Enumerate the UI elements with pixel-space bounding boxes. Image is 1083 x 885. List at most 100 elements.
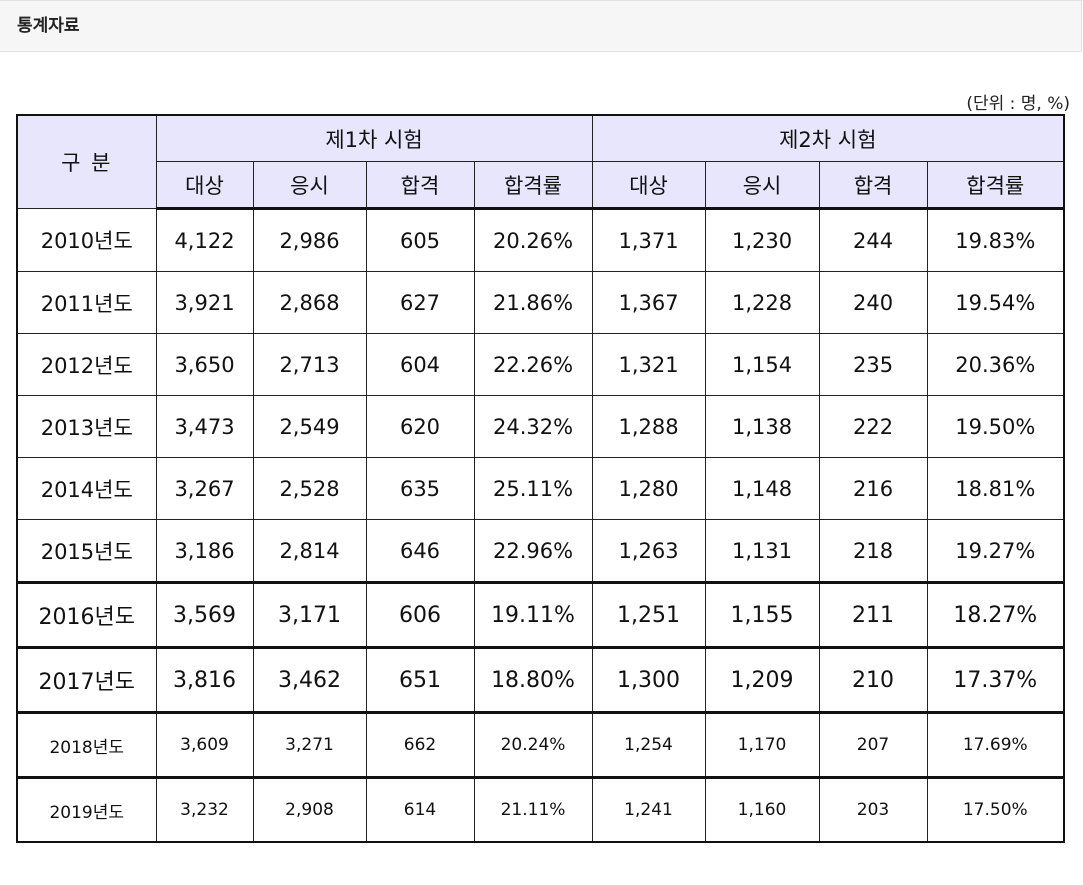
row-label-year: 2018년도 — [16, 711, 157, 778]
table-cell: 2,528 — [252, 457, 367, 520]
table-cell: 2,868 — [252, 271, 367, 334]
table-cell: 2,908 — [252, 776, 367, 843]
table-cell: 1,160 — [704, 776, 820, 843]
table-cell: 2,814 — [252, 519, 367, 583]
column-header: 합격률 — [926, 161, 1065, 210]
table-cell: 3,569 — [155, 581, 254, 648]
statistics-table: 구 분 제1차 시험 제2차 시험 대상 응시 합격 합격률 대상 응시 합격 … — [16, 114, 1066, 843]
table-row: 2018년도 3,609 3,271 662 20.24% 1,254 1,170 207 17… — [16, 711, 1065, 778]
table-row: 2010년도 4,122 2,986 605 20.26% 1,371 1,230 244 19… — [16, 208, 1065, 272]
table-cell: 2,549 — [252, 395, 367, 458]
table-cell: 18.80% — [473, 646, 593, 713]
table-cell: 2,713 — [252, 333, 367, 396]
table-cell: 1,154 — [704, 333, 820, 396]
table-cell: 2,986 — [252, 208, 367, 272]
table-cell: 662 — [365, 711, 475, 778]
table-cell: 17.50% — [926, 776, 1065, 843]
table-cell: 620 — [365, 395, 475, 458]
table-cell: 1,280 — [591, 457, 706, 520]
column-header: 합격 — [818, 161, 928, 210]
table-cell: 203 — [818, 776, 928, 843]
table-cell: 222 — [818, 395, 928, 458]
table-cell: 18.27% — [926, 581, 1065, 648]
table-cell: 1,170 — [704, 711, 820, 778]
table-cell: 22.96% — [473, 519, 593, 583]
table-cell: 1,230 — [704, 208, 820, 272]
table-cell: 19.83% — [926, 208, 1065, 272]
header-bar: 통계자료 — [0, 0, 1082, 52]
table-cell: 1,251 — [591, 581, 706, 648]
column-header: 대상 — [155, 161, 254, 210]
table-cell: 1,254 — [591, 711, 706, 778]
row-label-year: 2012년도 — [16, 333, 157, 396]
table-cell: 1,155 — [704, 581, 820, 648]
table-cell: 24.32% — [473, 395, 593, 458]
table-cell: 18.81% — [926, 457, 1065, 520]
table-cell: 3,186 — [155, 519, 254, 583]
group-header-first-exam: 제1차 시험 — [155, 114, 593, 162]
table-cell: 3,462 — [252, 646, 367, 713]
table-cell: 19.11% — [473, 581, 593, 648]
corner-header: 구 분 — [16, 114, 157, 209]
row-label-year: 2013년도 — [16, 395, 157, 458]
table-cell: 244 — [818, 208, 928, 272]
unit-note: (단위 : 명, %) — [966, 94, 1070, 114]
table-row: 2015년도 3,186 2,814 646 22.96% 1,263 1,131 218 19… — [16, 519, 1065, 583]
column-header: 응시 — [704, 161, 820, 210]
table-cell: 17.69% — [926, 711, 1065, 778]
table-cell: 1,288 — [591, 395, 706, 458]
table-cell: 3,609 — [155, 711, 254, 778]
table-cell: 1,263 — [591, 519, 706, 583]
table-cell: 606 — [365, 581, 475, 648]
group-header-second-exam: 제2차 시험 — [591, 114, 1065, 162]
table-cell: 3,473 — [155, 395, 254, 458]
row-label-year: 2019년도 — [16, 776, 157, 843]
table-row: 2012년도 3,650 2,713 604 22.26% 1,321 1,154 235 20… — [16, 333, 1065, 396]
table-row: 2011년도 3,921 2,868 627 21.86% 1,367 1,228 240 19… — [16, 271, 1065, 334]
table-body: 2010년도 4,122 2,986 605 20.26% 1,371 1,230 244 19… — [16, 208, 1065, 843]
table-row: 2013년도 3,473 2,549 620 24.32% 1,288 1,138 222 19… — [16, 395, 1065, 458]
row-label-year: 2015년도 — [16, 519, 157, 583]
table-cell: 211 — [818, 581, 928, 648]
table-cell: 3,921 — [155, 271, 254, 334]
table-cell: 3,271 — [252, 711, 367, 778]
table-cell: 19.54% — [926, 271, 1065, 334]
column-header: 합격 — [365, 161, 475, 210]
table-cell: 1,300 — [591, 646, 706, 713]
table-cell: 3,171 — [252, 581, 367, 648]
table-row: 2016년도 3,569 3,171 606 19.11% 1,251 1,155 211 18… — [16, 581, 1065, 648]
table-cell: 4,122 — [155, 208, 254, 272]
table-row: 2017년도 3,816 3,462 651 18.80% 1,300 1,209 210 17… — [16, 646, 1065, 713]
row-label-year: 2010년도 — [16, 208, 157, 272]
table-cell: 651 — [365, 646, 475, 713]
table-cell: 646 — [365, 519, 475, 583]
table-cell: 216 — [818, 457, 928, 520]
table-row: 2019년도 3,232 2,908 614 21.11% 1,241 1,160 203 17… — [16, 776, 1065, 843]
table-cell: 19.50% — [926, 395, 1065, 458]
table-cell: 1,131 — [704, 519, 820, 583]
table-cell: 1,241 — [591, 776, 706, 843]
table-cell: 1,371 — [591, 208, 706, 272]
table-cell: 3,232 — [155, 776, 254, 843]
row-label-year: 2014년도 — [16, 457, 157, 520]
table-cell: 3,650 — [155, 333, 254, 396]
row-label-year: 2016년도 — [16, 581, 157, 648]
table-cell: 1,321 — [591, 333, 706, 396]
table-cell: 22.26% — [473, 333, 593, 396]
table-cell: 614 — [365, 776, 475, 843]
table-row: 2014년도 3,267 2,528 635 25.11% 1,280 1,148 216 18… — [16, 457, 1065, 520]
table-cell: 240 — [818, 271, 928, 334]
column-header: 합격률 — [473, 161, 593, 210]
table-cell: 1,209 — [704, 646, 820, 713]
table-cell: 604 — [365, 333, 475, 396]
table-cell: 635 — [365, 457, 475, 520]
table-cell: 605 — [365, 208, 475, 272]
table-cell: 235 — [818, 333, 928, 396]
table-cell: 21.11% — [473, 776, 593, 843]
column-header: 대상 — [591, 161, 706, 210]
row-label-year: 2017년도 — [16, 646, 157, 713]
table-cell: 20.26% — [473, 208, 593, 272]
table-cell: 19.27% — [926, 519, 1065, 583]
table-cell: 207 — [818, 711, 928, 778]
table-cell: 3,267 — [155, 457, 254, 520]
